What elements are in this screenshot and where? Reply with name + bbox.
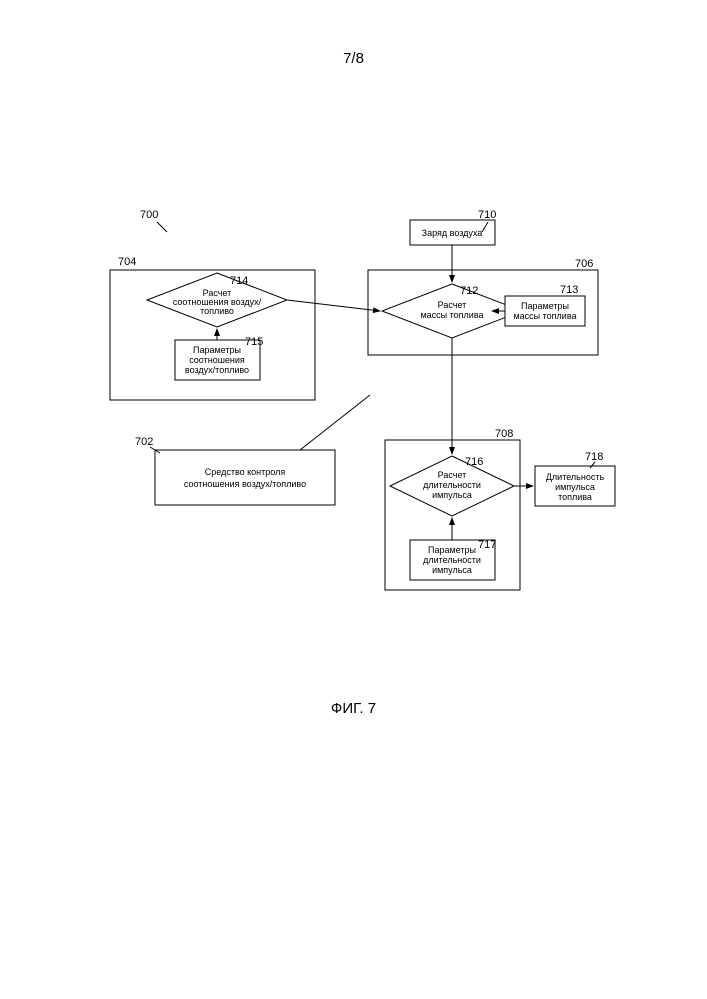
afr-params-l3: воздух/топливо [185,365,249,375]
label-700: 700 [140,209,158,221]
mass-params-l1: Параметры [521,301,569,311]
label-713: 713 [560,284,578,296]
pw-calc-l1: Расчет [438,470,467,480]
label-712: 712 [460,285,478,297]
label-717: 717 [478,539,496,551]
pw-params-l1: Параметры [428,545,476,555]
afr-params-l1: Параметры [193,345,241,355]
label-714: 714 [230,275,248,287]
afr-ctrl-l1: Средство контроля [205,467,286,477]
leader-702 [300,395,370,450]
afr-ctrl-l2: соотношения воздух/топливо [184,479,306,489]
label-704: 704 [118,256,136,268]
pw-params-l2: длительности [423,555,481,565]
label-702: 702 [135,436,153,448]
label-706: 706 [575,258,593,270]
pw-out-l1: Длительность [546,472,605,482]
air-charge: Заряд воздуха [422,228,483,238]
pw-calc-l2: длительности [423,480,481,490]
pw-out-l2: импульса [555,482,595,492]
box-702 [155,450,335,505]
label-716: 716 [465,456,483,468]
label-708: 708 [495,428,513,440]
afr-params-l2: соотношения [189,355,245,365]
pw-params-l3: импульса [432,565,472,575]
pw-calc-l3: импульса [432,490,472,500]
mass-params-l2: массы топлива [513,311,576,321]
label-710: 710 [478,209,496,221]
pw-out-l3: топлива [558,492,592,502]
label-715: 715 [245,336,263,348]
diagram-svg: Расчет соотношения воздух/ топливо Парам… [0,0,707,999]
mass-calc-l1: Расчет [438,300,467,310]
mass-calc-l2: массы топлива [420,310,483,320]
afr-calc-l3: топливо [200,306,234,316]
figure-caption: ФИГ. 7 [0,700,707,717]
leader-700 [157,222,167,232]
label-718: 718 [585,451,603,463]
